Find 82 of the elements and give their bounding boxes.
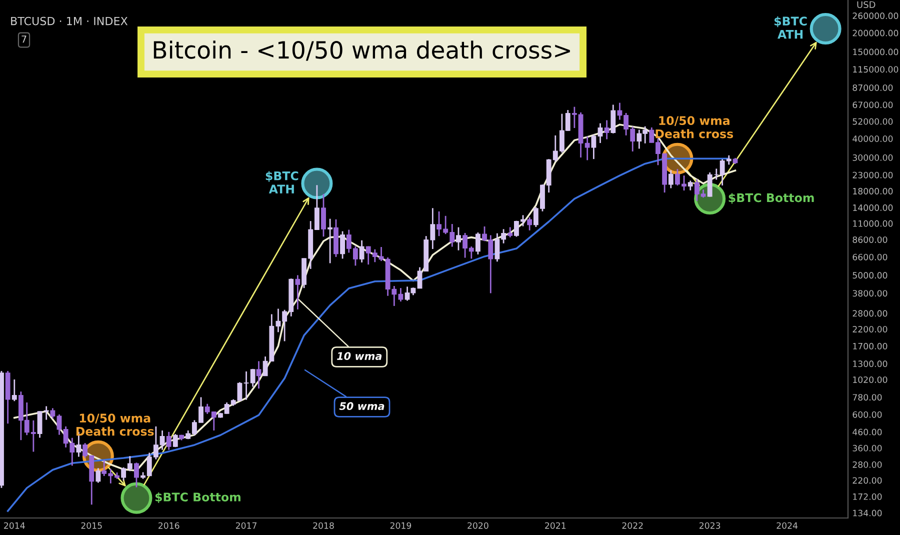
y-tick-label: 1300.00 xyxy=(853,360,888,368)
y-tick-label: 172.00 xyxy=(853,493,882,500)
candlestick xyxy=(44,406,49,420)
y-tick-label: 260000.00 xyxy=(852,12,898,20)
y-tick-label: 1700.00 xyxy=(853,342,888,350)
candlestick xyxy=(134,462,139,488)
y-tick-label: 11000.00 xyxy=(853,220,893,227)
y-tick-label: 280.00 xyxy=(852,461,882,468)
annotation: 50 wma xyxy=(339,402,384,410)
candlestick xyxy=(166,431,172,451)
candlestick xyxy=(527,216,532,232)
annotation: $BTC ATH xyxy=(774,16,807,39)
y-tick-label: 600.00 xyxy=(852,411,882,418)
annotation: 10/50 wma Death cross xyxy=(656,116,734,138)
y-tick-label: 2800.00 xyxy=(852,310,888,317)
y-tick-label: 200000.00 xyxy=(852,30,898,36)
annotation: 10 wma xyxy=(337,352,382,360)
candlestick xyxy=(244,370,249,400)
y-tick-label: 40000.00 xyxy=(852,135,893,142)
candlestick xyxy=(508,226,513,238)
y-tick-label: 150000.00 xyxy=(853,48,898,56)
y-tick-label: 780.00 xyxy=(852,394,882,401)
y-tick-label: 5000.00 xyxy=(852,272,888,279)
y-tick-label: 67000.00 xyxy=(852,102,893,108)
y-tick-label: 14000.00 xyxy=(853,204,893,211)
candlestick xyxy=(610,104,616,134)
candlestick xyxy=(604,120,610,140)
x-tick-label: 2017 xyxy=(236,522,256,529)
annotation: 10/50 wma Death cross xyxy=(76,414,154,436)
annotation: $BTC Bottom xyxy=(728,193,814,204)
x-tick-label: 2019 xyxy=(390,522,412,529)
y-tick-label: 18000.00 xyxy=(853,188,893,194)
y-tick-label: 23000.00 xyxy=(852,172,893,178)
annotation: $BTC ATH xyxy=(266,171,298,194)
y-tick-label: 115000.00 xyxy=(853,66,898,73)
y-tick-label: 2200.00 xyxy=(852,326,888,332)
candlestick xyxy=(96,467,101,484)
candlestick xyxy=(668,170,674,189)
candlestick xyxy=(688,180,693,192)
y-tick-label: 30000.00 xyxy=(852,154,893,161)
candlestick xyxy=(50,407,56,420)
x-tick-label: 2022 xyxy=(622,522,643,529)
text: Bitcoin - <10/50 wma death cross> xyxy=(154,40,570,61)
candlestick xyxy=(328,218,333,264)
candlestick xyxy=(598,122,603,144)
x-tick-label: 2020 xyxy=(468,522,488,529)
x-tick-label: 2015 xyxy=(81,522,102,529)
x-tick-label: 2016 xyxy=(158,522,180,529)
text: BTCUSD · 1M · INDEX xyxy=(11,16,128,26)
candlestick xyxy=(256,360,262,390)
candlestick xyxy=(250,368,256,388)
line-series xyxy=(6,158,730,512)
y-tick-label: 1020.00 xyxy=(853,376,888,383)
candlestick xyxy=(321,193,326,238)
x-tick-label: 2014 xyxy=(4,522,25,529)
annotation: $BTC Bottom xyxy=(155,492,240,504)
x-tick-label: 2021 xyxy=(545,522,566,529)
candlestick xyxy=(295,274,300,310)
y-tick-label: 87000.00 xyxy=(852,84,893,91)
candlestick xyxy=(707,172,712,198)
y-tick-label: 3800.00 xyxy=(852,290,888,297)
x-tick-label: 2018 xyxy=(313,522,334,529)
candlestick xyxy=(37,410,42,438)
y-tick-label: 6600.00 xyxy=(852,254,888,260)
y-tick-label: 360.00 xyxy=(852,444,882,452)
candlestick xyxy=(475,232,480,256)
x-tick-label: 2023 xyxy=(700,522,720,529)
candlestick xyxy=(12,378,17,402)
x-tick-label: 2024 xyxy=(776,522,798,529)
y-tick-label: 134.00 xyxy=(853,510,882,516)
candlestick xyxy=(584,136,590,161)
candlestick xyxy=(172,433,178,448)
y-axis-title: USD xyxy=(857,1,876,8)
candlestick xyxy=(359,240,364,264)
candlestick xyxy=(340,230,346,260)
y-tick-label: 460.00 xyxy=(852,428,882,436)
annotation: 7 xyxy=(22,36,26,43)
y-tick-label: 52000.00 xyxy=(852,118,893,125)
y-tick-label: 8600.00 xyxy=(852,236,888,243)
y-tick-label: 220.00 xyxy=(852,477,882,484)
candlestick xyxy=(591,134,596,160)
candlestick xyxy=(456,226,461,252)
